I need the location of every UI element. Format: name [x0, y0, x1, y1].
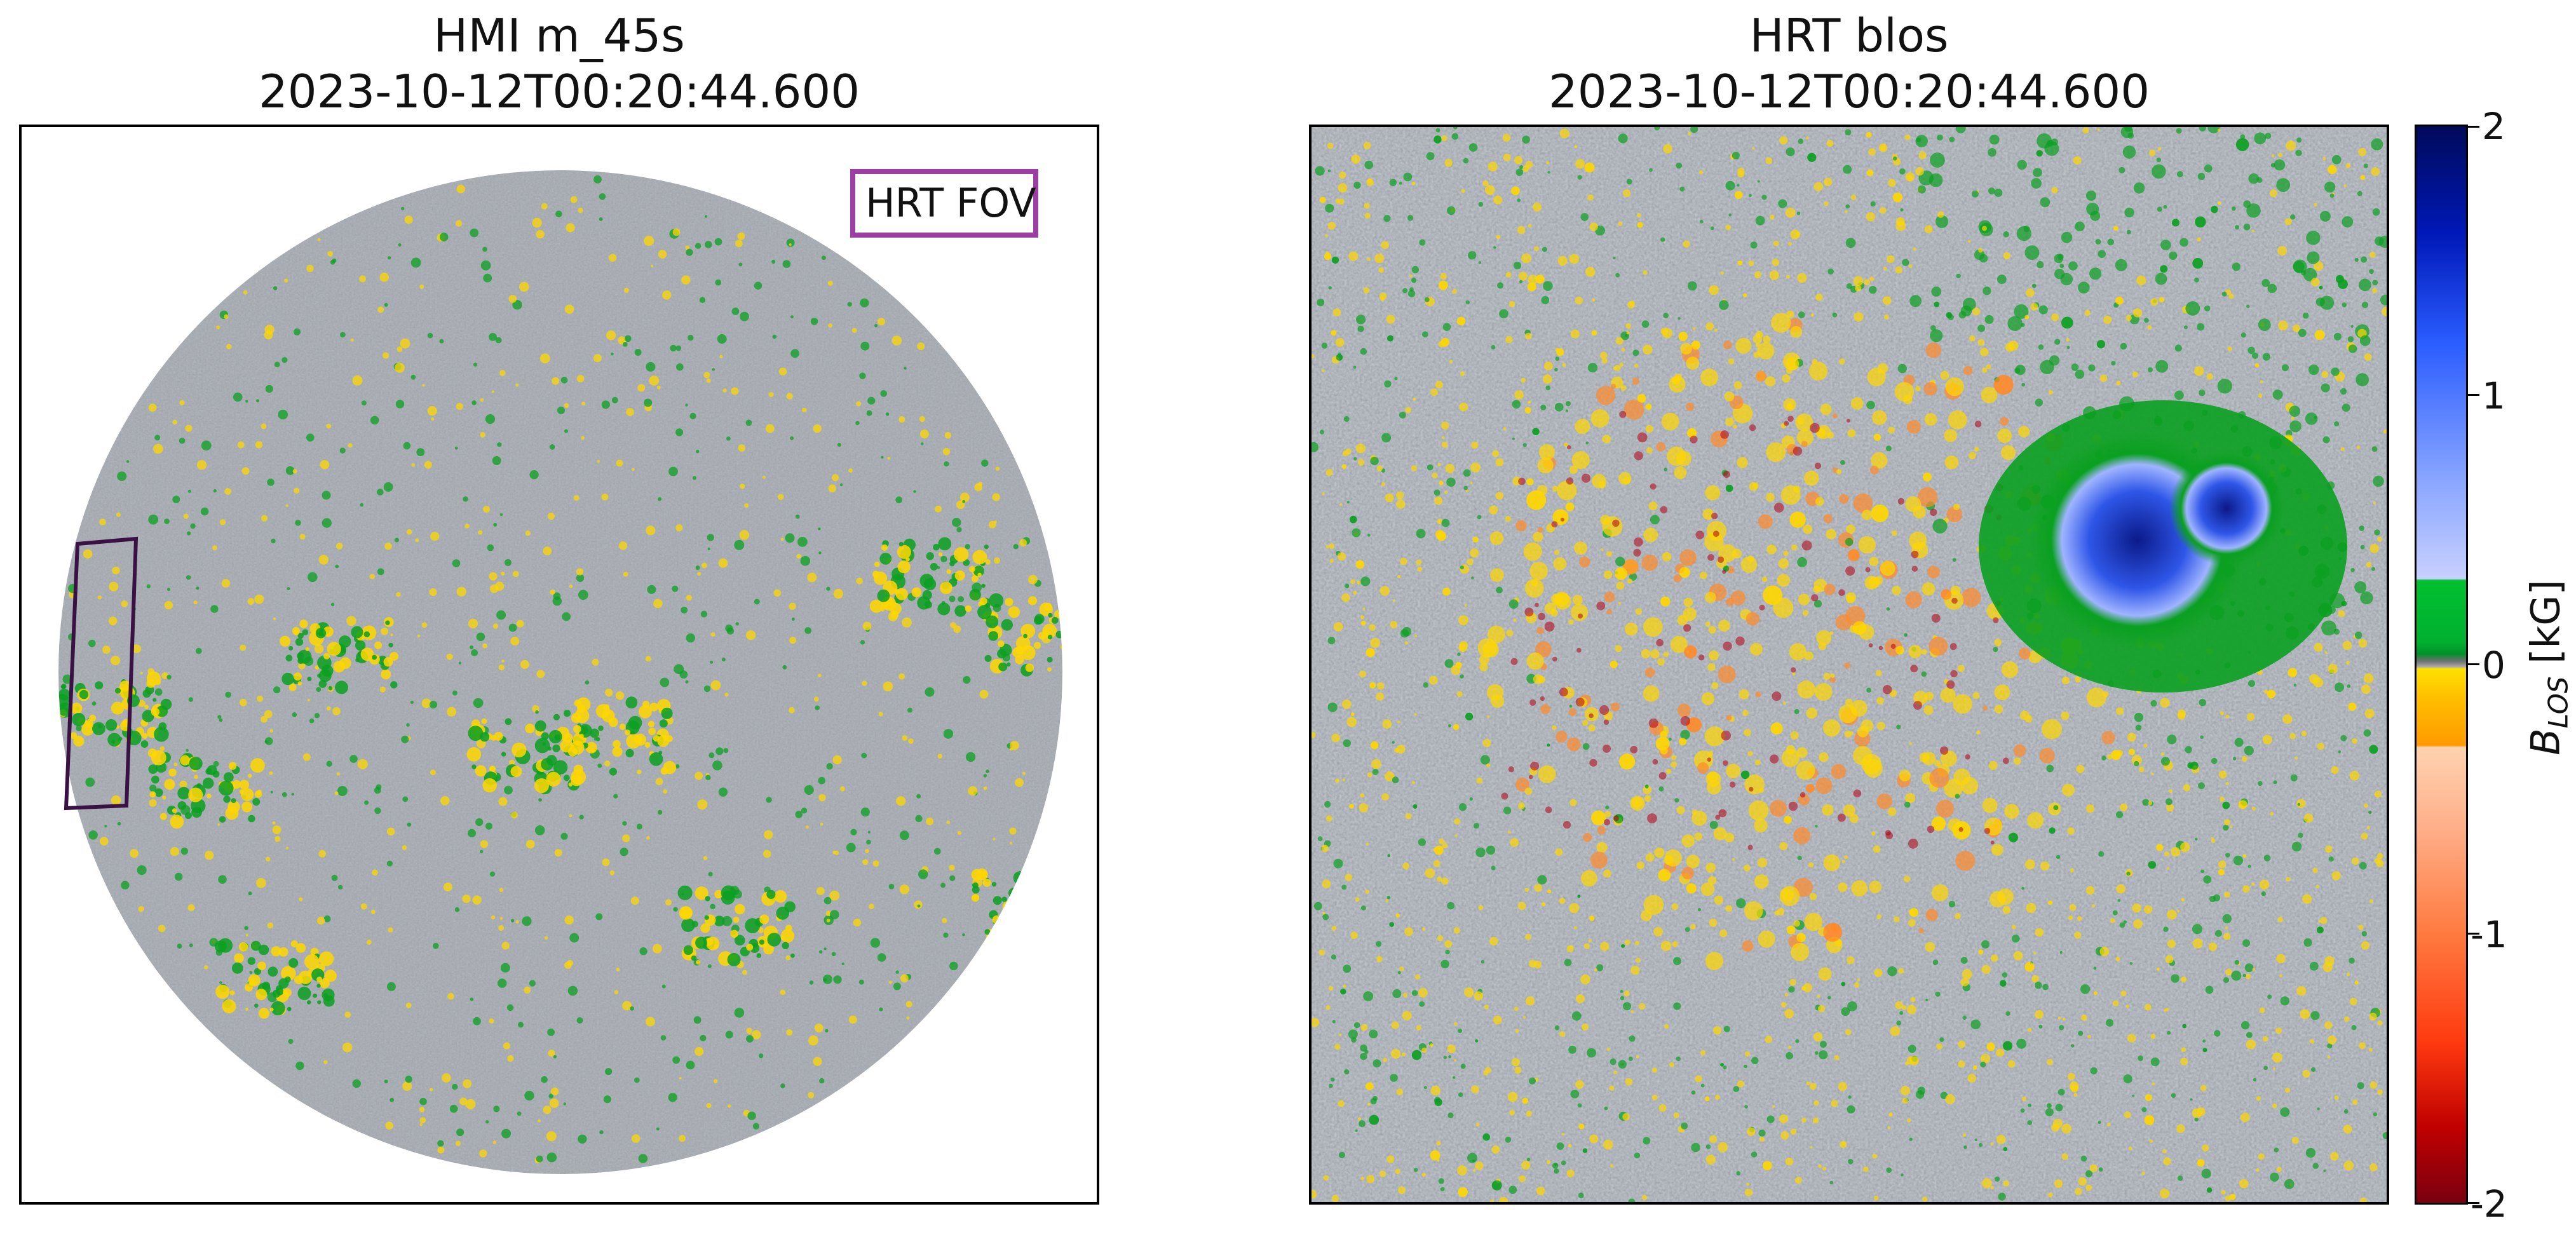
- colorbar-tick-minus2: -2: [2471, 1182, 2507, 1226]
- hmi-full-disk-panel: HRT FOV: [19, 125, 1099, 1205]
- colorbar: [2415, 125, 2468, 1205]
- colorbar-tick-1: 1: [2482, 374, 2505, 417]
- left-title-line1: HMI m_45s: [433, 9, 685, 62]
- left-title: HMI m_45s 2023-10-12T00:20:44.600: [19, 8, 1099, 119]
- colorbar-tick-0: 0: [2482, 644, 2505, 687]
- colorbar-label: BLOS [kG]: [2522, 579, 2574, 755]
- right-title-line1: HRT blos: [1749, 9, 1949, 62]
- hmi-full-disk-image: [58, 170, 1062, 1174]
- right-title-line2: 2023-10-12T00:20:44.600: [1548, 65, 2150, 118]
- colorbar-tick-2: 2: [2482, 105, 2505, 148]
- hrt-fov-outline: [64, 536, 139, 811]
- left-title-line2: 2023-10-12T00:20:44.600: [258, 65, 860, 118]
- colorbar-tick-minus1: -1: [2471, 913, 2507, 956]
- hrt-blos-panel: [1309, 125, 2389, 1205]
- right-title: HRT blos 2023-10-12T00:20:44.600: [1309, 8, 2389, 119]
- hrt-fov-legend: HRT FOV: [850, 169, 1038, 238]
- hrt-blos-image: [1312, 127, 2387, 1202]
